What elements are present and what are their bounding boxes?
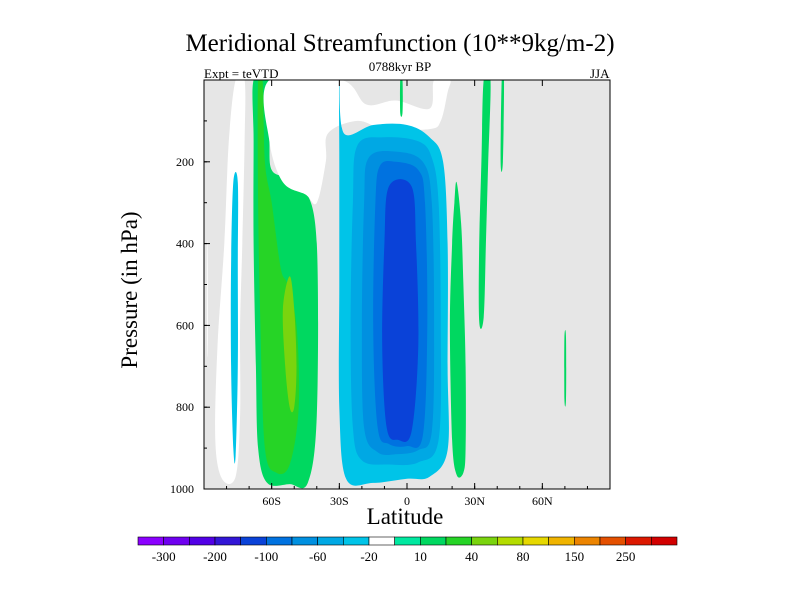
chart-subtitle: 0788kyr BP	[368, 59, 432, 74]
x-tick-label: 60N	[532, 494, 553, 508]
colorbar-box	[189, 536, 216, 546]
chart-title: Meridional Streamfunction (10**9kg/m-2)	[185, 30, 615, 57]
colorbar-box	[240, 536, 267, 546]
season-label: JJA	[590, 66, 610, 81]
contour-center-cell5	[382, 179, 419, 442]
y-tick-label: 200	[176, 155, 194, 169]
colorbar-box	[522, 536, 549, 546]
x-tick-label: 30S	[330, 494, 349, 508]
x-tick-label: 60S	[262, 494, 281, 508]
colorbar-box	[599, 536, 626, 546]
colorbar-box	[163, 536, 190, 546]
colorbar-box	[420, 536, 447, 546]
y-tick-label: 800	[176, 400, 194, 414]
contour-top-cyan	[263, 80, 451, 205]
colorbar-label: 250	[616, 549, 636, 564]
colorbar-box	[291, 536, 318, 546]
experiment-label: Expt = teVTD	[204, 66, 279, 81]
colorbar-label: -300	[152, 549, 176, 564]
colorbar-box	[266, 536, 293, 546]
colorbar-label: 150	[565, 549, 585, 564]
contour-nh-thin	[478, 80, 491, 329]
colorbar-label: 80	[517, 549, 530, 564]
colorbar-box	[471, 536, 498, 546]
colorbar-box	[137, 536, 164, 546]
x-tick-label: 0	[404, 494, 410, 508]
colorbar-box	[368, 536, 395, 546]
x-axis: 60S 30S 0 30N 60N	[226, 80, 588, 508]
colorbar-label: 10	[414, 549, 427, 564]
y-tick-label: 400	[176, 237, 194, 251]
colorbar: -300 -200 -100 -60 -20 10 40 80 150 250	[137, 536, 678, 564]
contour-fills	[206, 80, 567, 489]
colorbar-label: 40	[465, 549, 478, 564]
colorbar-label: -60	[309, 549, 326, 564]
colorbar-label: -20	[360, 549, 377, 564]
contour-top-narrow	[399, 80, 403, 117]
contour-nh-green	[449, 181, 466, 478]
y-tick-label: 600	[176, 318, 194, 332]
x-axis-label: Latitude	[366, 504, 444, 529]
contour-sh-outer	[215, 80, 246, 485]
colorbar-box	[445, 536, 472, 546]
colorbar-box	[625, 536, 652, 546]
x-tick-label: 30N	[464, 494, 485, 508]
contour-nh-thin2	[500, 80, 505, 172]
colorbar-box	[317, 536, 344, 546]
colorbar-box	[497, 536, 524, 546]
y-axis: 200 400 600 800 1000	[170, 120, 210, 496]
contour-sh-edge	[206, 240, 208, 358]
colorbar-label: -100	[254, 549, 278, 564]
contour-sh-inner	[230, 172, 239, 464]
colorbar-box	[548, 536, 575, 546]
contour-nh-thin3	[564, 329, 567, 407]
colorbar-box	[343, 536, 370, 546]
colorbar-box	[651, 536, 678, 546]
contour-mid-green3	[282, 276, 297, 413]
y-tick-label: 1000	[170, 482, 194, 496]
colorbar-box	[574, 536, 601, 546]
colorbar-label: -200	[203, 549, 227, 564]
colorbar-box	[214, 536, 241, 546]
colorbar-box	[394, 536, 421, 546]
